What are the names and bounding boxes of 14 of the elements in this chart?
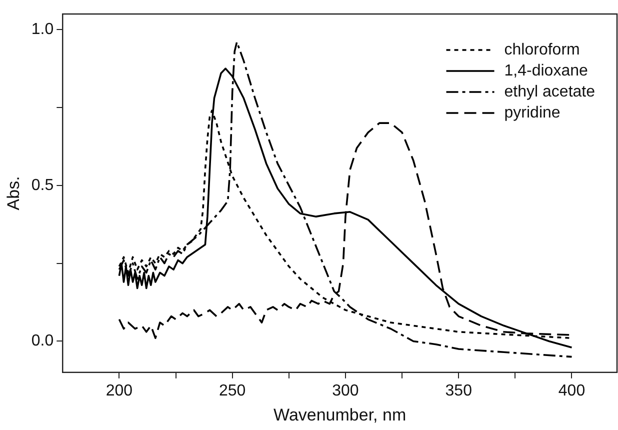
y-axis-title: Abs. [4, 176, 23, 210]
x-tick-label: 400 [558, 382, 586, 400]
legend-label: pyridine [504, 104, 560, 122]
legend-label: ethyl acetate [504, 83, 596, 100]
x-tick-label: 200 [106, 382, 133, 400]
x-axis-title: Wavenumber, nm [274, 405, 406, 424]
legend-label: chloroform [504, 41, 580, 58]
x-tick-label: 300 [332, 382, 359, 400]
x-tick-label: 250 [218, 382, 246, 400]
y-tick-label: 0.5 [31, 176, 54, 194]
x-tick-label: 350 [445, 382, 472, 400]
y-tick-label: 1.0 [31, 20, 54, 38]
legend-label: 1,4-dioxane [504, 62, 588, 80]
y-tick-label: 0.0 [31, 332, 54, 350]
